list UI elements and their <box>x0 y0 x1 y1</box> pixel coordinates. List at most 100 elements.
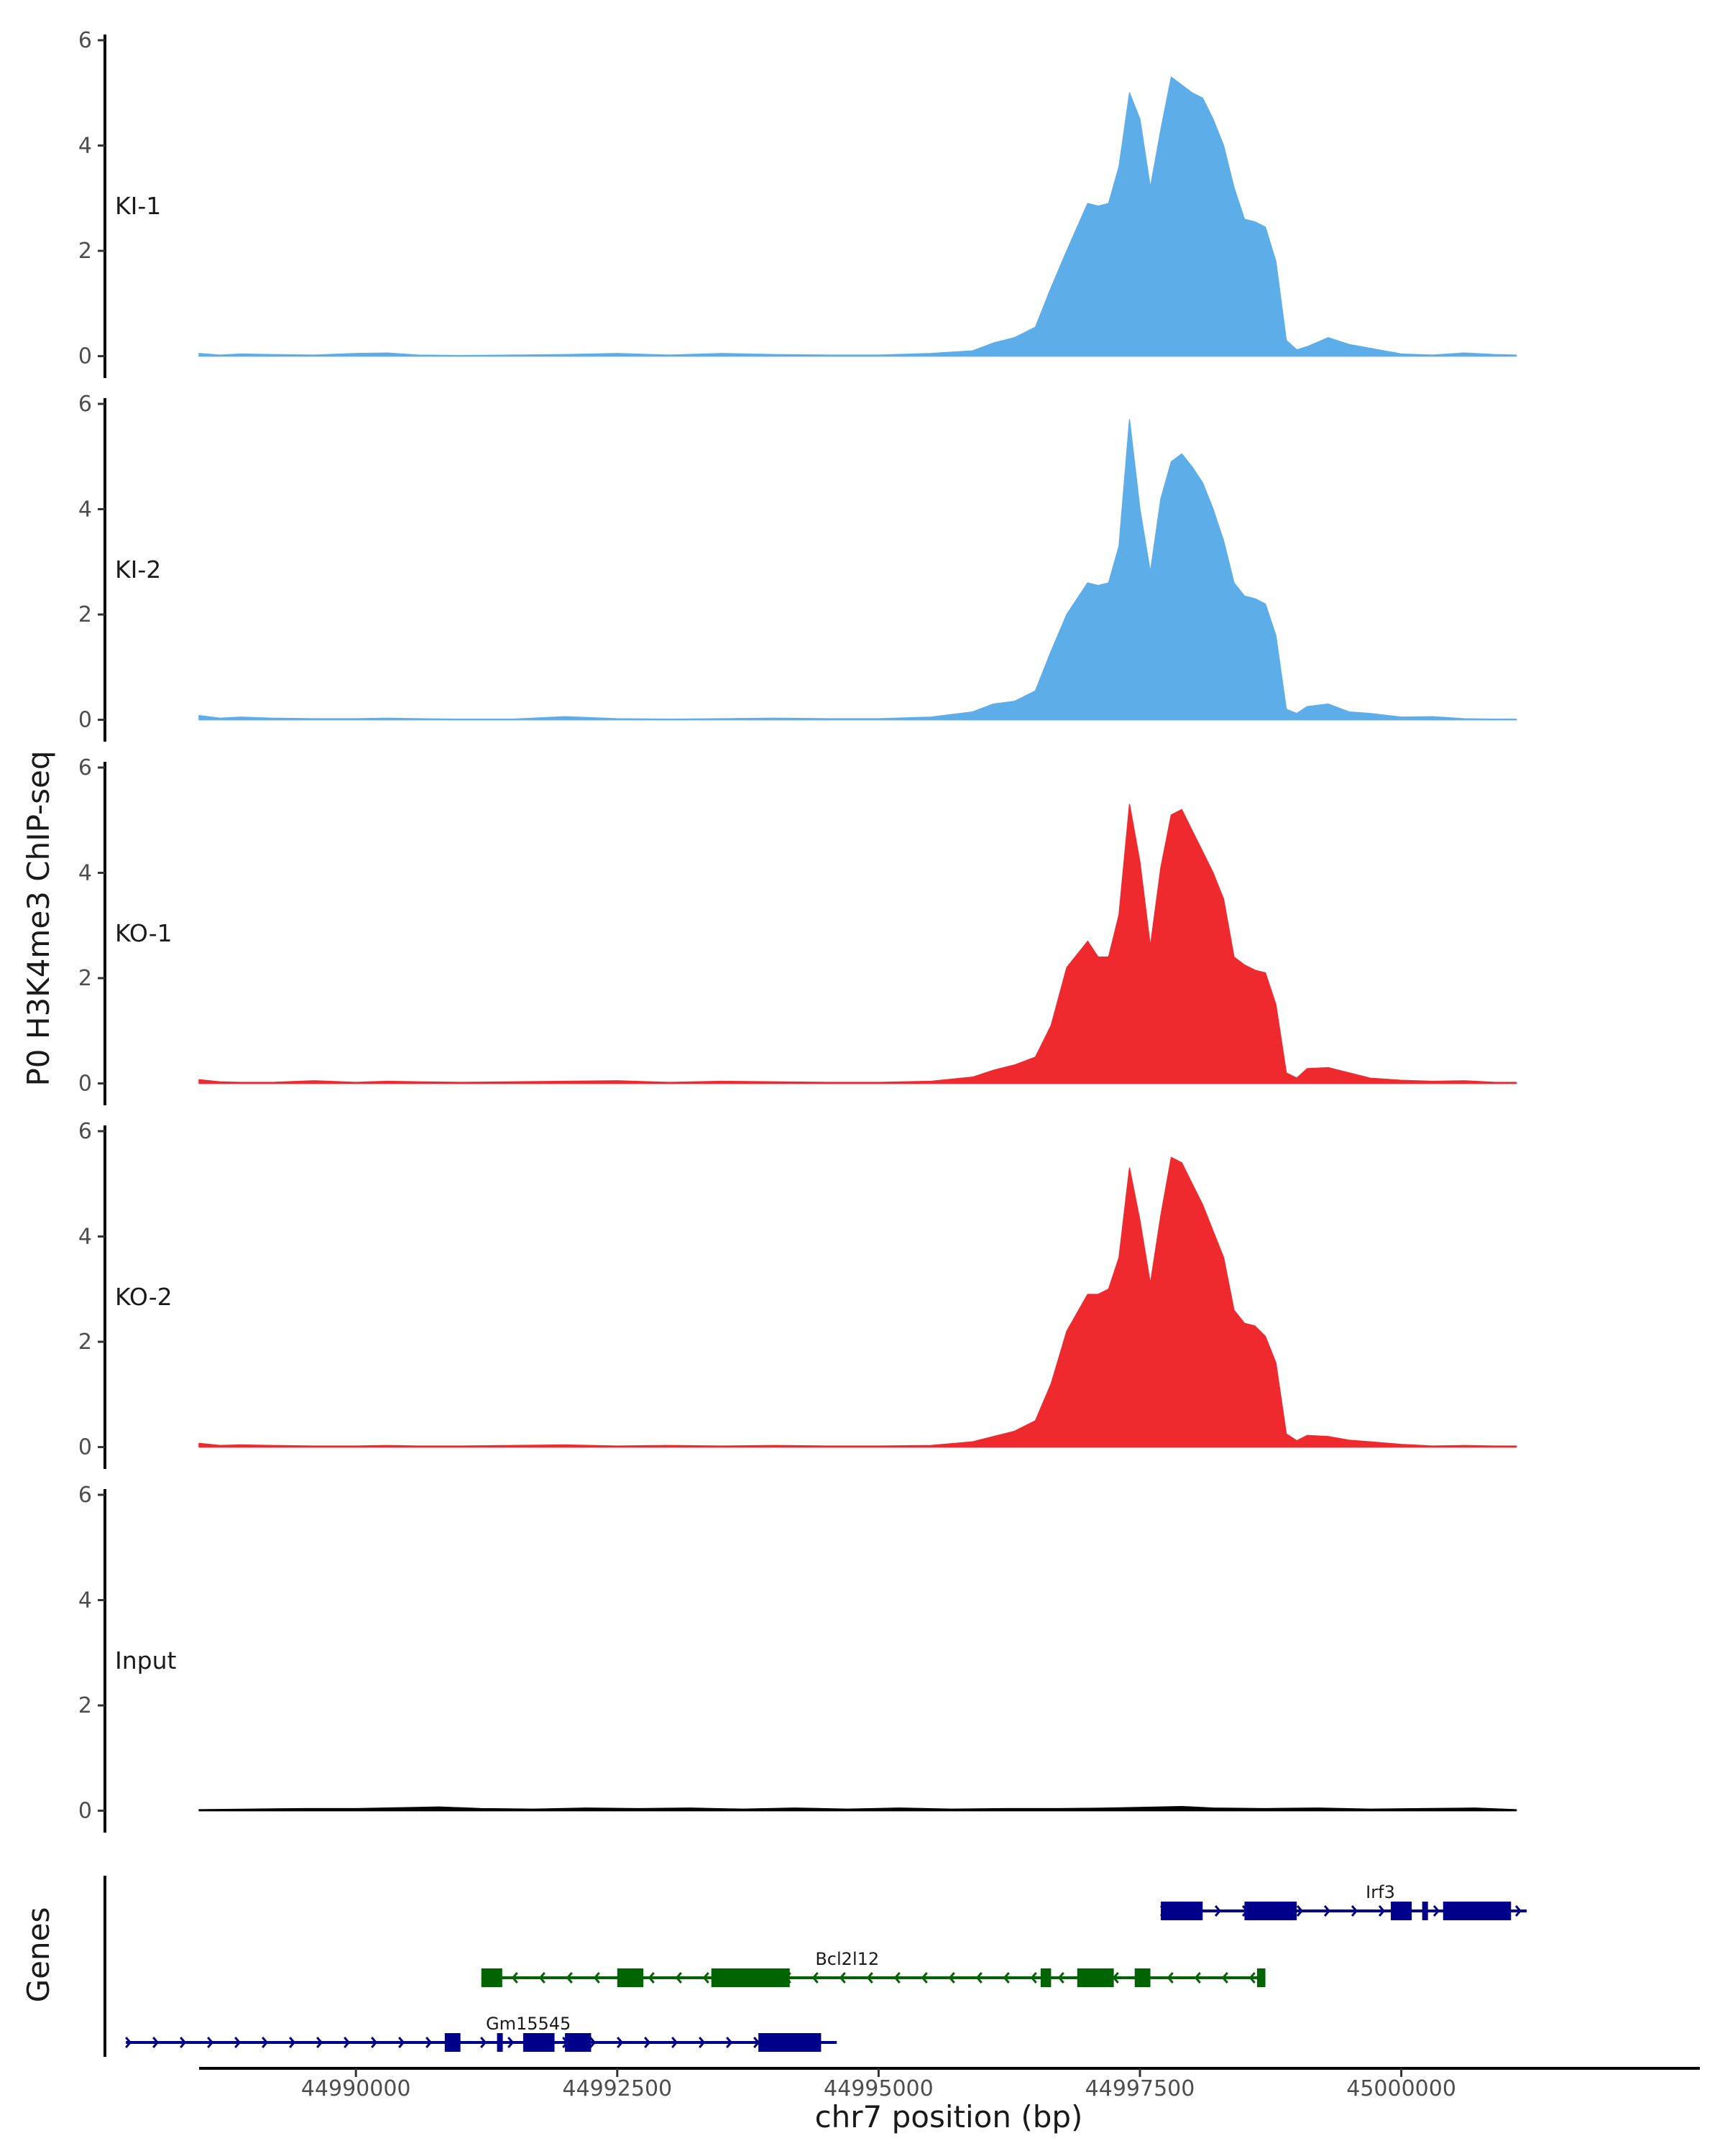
y-tick-label: 4 <box>78 1225 92 1250</box>
y-tick-label: 0 <box>78 1072 92 1097</box>
coverage-tracks: 0 2 4 6 KI-1 0 2 4 6 KI-2 0 2 4 6 KO-1 0 2 4 6 KO-2 0 2 4 6 Inpu… <box>78 28 1517 1833</box>
y-tick-label: 4 <box>78 134 92 159</box>
strand-arrow <box>152 2037 160 2048</box>
strand-arrow <box>180 2037 187 2048</box>
coverage-area-input <box>198 1805 1517 1812</box>
coverage-area-ko-2 <box>198 1156 1517 1448</box>
strand-arrow <box>699 2037 706 2048</box>
gene-exon <box>1422 1902 1428 1920</box>
strand-arrow <box>644 2037 651 2048</box>
gene-exon <box>1244 1902 1297 1920</box>
track-ki-2: 0 2 4 6 KI-2 <box>78 392 1517 742</box>
coverage-area-ki-2 <box>198 419 1517 721</box>
gene-exon <box>497 2033 503 2052</box>
track-input: 0 2 4 6 Input <box>78 1483 1517 1833</box>
strand-arrow <box>1057 1972 1064 1984</box>
strand-arrow <box>1296 1905 1304 1917</box>
track-ki-1: 0 2 4 6 KI-1 <box>78 28 1517 378</box>
strand-arrow <box>893 1972 901 1984</box>
strand-arrow <box>866 1972 873 1984</box>
track-ko-2: 0 2 4 6 KO-2 <box>78 1119 1517 1469</box>
track-ko-1: 0 2 4 6 KO-1 <box>78 755 1517 1105</box>
gene-annotation-track: Irf3 Bcl2l12 Gm15545 <box>104 1876 1527 2057</box>
strand-arrow <box>262 2037 269 2048</box>
gene-exon <box>1077 1968 1114 1987</box>
y-tick-label: 0 <box>78 1435 92 1460</box>
strand-arrow <box>511 1972 518 1984</box>
gene-exon <box>481 1968 502 1987</box>
y-tick-label: 6 <box>78 755 92 780</box>
y-tick-label: 0 <box>78 1799 92 1824</box>
strand-arrow <box>234 2037 242 2048</box>
strand-arrow <box>398 2037 405 2048</box>
strand-arrow <box>589 2037 597 2048</box>
strand-arrow <box>1214 1905 1222 1917</box>
y-tick-label: 4 <box>78 497 92 522</box>
strand-arrow <box>289 2037 296 2048</box>
strand-arrow <box>480 2037 487 2048</box>
strand-arrow <box>726 2037 733 2048</box>
gene-label: Irf3 <box>1366 1882 1395 1902</box>
strand-arrow <box>593 1972 600 1984</box>
track-label: Input <box>115 1646 177 1674</box>
gene-label: Gm15545 <box>486 2014 571 2034</box>
y-tick-label: 4 <box>78 861 92 886</box>
gene-exon <box>444 2033 461 2052</box>
strand-arrow <box>702 1972 709 1984</box>
strand-arrow <box>566 1972 573 1984</box>
x-tick-label: 45000000 <box>1346 2076 1456 2101</box>
strand-arrow <box>1378 1905 1386 1917</box>
x-axis-title: chr7 position (bp) <box>815 2099 1083 2134</box>
strand-arrow <box>617 2037 624 2048</box>
strand-arrow <box>948 1972 955 1984</box>
gene-exon <box>711 1968 790 1987</box>
y-tick-label: 0 <box>78 344 92 369</box>
strand-arrow <box>671 2037 678 2048</box>
strand-arrow <box>648 1972 655 1984</box>
strand-arrow <box>207 2037 214 2048</box>
strand-arrow <box>538 1972 546 1984</box>
strand-arrow <box>1112 1972 1119 1984</box>
y-tick-label: 2 <box>78 1330 92 1355</box>
track-label: KO-1 <box>115 919 172 947</box>
gene-bcl2l12: Bcl2l12 <box>481 1949 1266 1987</box>
strand-arrow <box>811 1972 819 1984</box>
strand-arrow <box>507 2037 515 2048</box>
y-tick-label: 6 <box>78 392 92 417</box>
strand-arrow <box>1248 1972 1256 1984</box>
gene-exon <box>523 2033 555 2052</box>
gene-label: Bcl2l12 <box>815 1949 879 1969</box>
gene-exon <box>1040 1968 1052 1987</box>
strand-arrow <box>1351 1905 1358 1917</box>
strand-arrow <box>921 1972 928 1984</box>
gene-exon <box>1443 1902 1512 1920</box>
coverage-area-ko-1 <box>198 803 1517 1084</box>
strand-arrow <box>426 2037 433 2048</box>
strand-arrow <box>1432 1905 1440 1917</box>
gene-exon <box>758 2033 822 2052</box>
strand-arrow <box>1030 1972 1037 1984</box>
strand-arrow <box>344 2037 351 2048</box>
y-tick-label: 2 <box>78 1693 92 1718</box>
y-tick-label: 6 <box>78 1483 92 1508</box>
gene-exon <box>1161 1902 1203 1920</box>
gene-exon <box>1256 1968 1266 1987</box>
y-tick-label: 2 <box>78 966 92 991</box>
y-tick-label: 2 <box>78 239 92 264</box>
x-tick-label: 44997500 <box>1085 2076 1195 2101</box>
y-tick-label: 2 <box>78 602 92 627</box>
strand-arrow <box>975 1972 983 1984</box>
genes-axis-title: Genes <box>21 1907 56 2003</box>
x-tick-label: 44990000 <box>301 2076 411 2101</box>
strand-arrow <box>675 1972 682 1984</box>
gene-exon <box>1134 1968 1151 1987</box>
strand-arrow <box>1167 1972 1174 1984</box>
gene-exon <box>1391 1902 1412 1920</box>
y-tick-label: 0 <box>78 708 92 733</box>
strand-arrow <box>1003 1972 1010 1984</box>
y-tick-label: 6 <box>78 28 92 53</box>
gene-gm15545: Gm15545 <box>125 2014 837 2052</box>
x-tick-label: 44992500 <box>562 2076 672 2101</box>
strand-arrow <box>125 2037 132 2048</box>
